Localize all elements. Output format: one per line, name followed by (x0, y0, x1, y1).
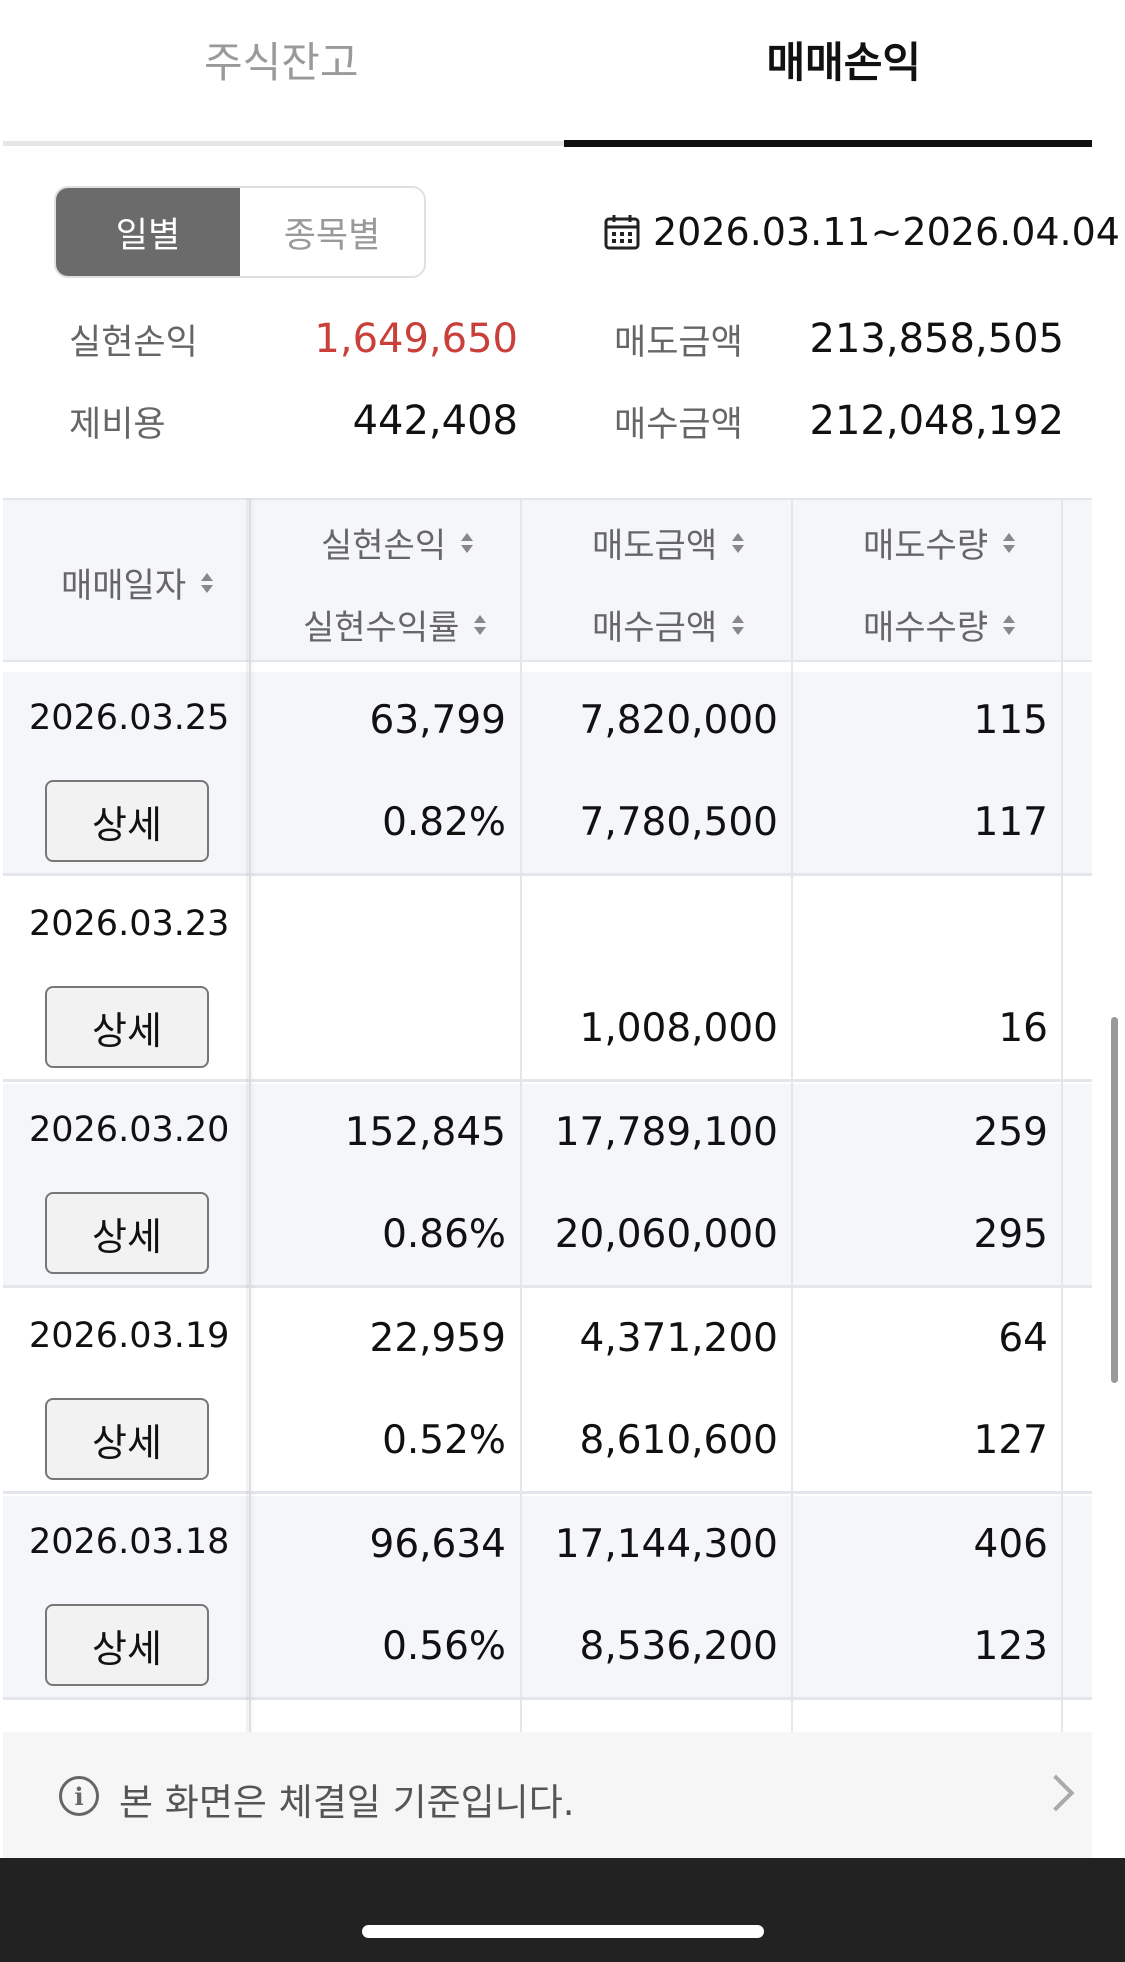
row-date: 2026.03.23 (29, 904, 230, 944)
row-date: 2026.03.20 (29, 1110, 230, 1150)
fees-label: 제비용 (69, 405, 166, 445)
header-sell-amount[interactable]: 매도금액 (592, 518, 745, 567)
row-buy-amount: 1,008,000 (579, 1006, 779, 1051)
column-divider (1061, 498, 1063, 1732)
row-sell-amount: 7,820,000 (579, 698, 779, 743)
table-row: 2026.03.25 상세 63,799 0.82% 7,820,000 7,7… (3, 672, 1092, 876)
row-buy-qty: 16 (998, 1006, 1048, 1051)
date-range-text: 2026.03.11~2026.04.04 (653, 210, 1120, 254)
sort-icon (473, 614, 487, 636)
table-row: 2026.03.18 상세 96,634 0.56% 17,144,300 8,… (3, 1496, 1092, 1700)
sort-icon (1002, 614, 1016, 636)
row-buy-qty: 123 (973, 1624, 1048, 1669)
notice-bar[interactable]: i 본 화면은 체결일 기준입니다. (3, 1732, 1092, 1858)
home-indicator[interactable] (362, 1925, 764, 1938)
row-buy-qty: 127 (973, 1418, 1048, 1463)
header-date[interactable]: 매매일자 (61, 558, 214, 607)
detail-button[interactable]: 상세 (45, 1604, 209, 1686)
tab-divider (3, 141, 1092, 146)
tab-stock-balance[interactable]: 주식잔고 (203, 37, 359, 87)
buy-amount-label: 매수금액 (614, 405, 743, 445)
row-sell-amount: 17,144,300 (554, 1522, 778, 1567)
detail-button[interactable]: 상세 (45, 780, 209, 862)
system-nav-bar (0, 1858, 1125, 1962)
frozen-column-shadow (246, 498, 256, 1732)
table-row: 2026.03.23 상세 1,008,000 16 (3, 878, 1092, 1082)
chevron-right-icon (1037, 1774, 1075, 1812)
sort-icon (200, 572, 214, 594)
row-realized-rate: 0.82% (382, 800, 506, 845)
row-sell-amount: 4,371,200 (579, 1316, 779, 1361)
table-row: 2026.03.20 상세 152,845 0.86% 17,789,100 2… (3, 1084, 1092, 1288)
row-buy-amount: 8,610,600 (579, 1418, 779, 1463)
column-divider (791, 498, 793, 1732)
detail-button[interactable]: 상세 (45, 986, 209, 1068)
row-realized-rate: 0.86% (382, 1212, 506, 1257)
column-divider (249, 498, 251, 1732)
tab-trading-pl[interactable]: 매매손익 (766, 37, 922, 87)
tab-bar: 주식잔고 매매손익 (0, 0, 1125, 148)
row-realized-pl: 22,959 (369, 1316, 506, 1361)
row-sell-qty: 406 (973, 1522, 1048, 1567)
row-realized-rate: 0.52% (382, 1418, 506, 1463)
buy-amount-value: 212,048,192 (809, 398, 1064, 444)
calendar-icon (604, 215, 640, 250)
sort-icon (731, 614, 745, 636)
header-buy-amount[interactable]: 매수금액 (592, 600, 745, 649)
row-realized-pl: 63,799 (369, 698, 506, 743)
row-buy-amount: 8,536,200 (579, 1624, 779, 1669)
table-header: 매매일자 실현손익 실현수익률 매도금액 매수금액 매도수량 매수수량 (3, 498, 1092, 662)
sell-amount-value: 213,858,505 (809, 316, 1064, 362)
row-sell-qty: 64 (998, 1316, 1048, 1361)
segment-daily-button[interactable]: 일별 (56, 188, 240, 276)
header-realized-pl[interactable]: 실현손익 (321, 518, 474, 567)
sort-icon (1002, 532, 1016, 554)
active-tab-indicator (564, 140, 1092, 147)
detail-button[interactable]: 상세 (45, 1192, 209, 1274)
sell-amount-label: 매도금액 (614, 323, 743, 363)
column-divider (520, 498, 522, 1732)
row-sell-amount: 17,789,100 (554, 1110, 778, 1155)
table-row: 2026.03.19 상세 22,959 0.52% 4,371,200 8,6… (3, 1290, 1092, 1494)
vertical-scrollbar[interactable] (1111, 1017, 1118, 1383)
row-date: 2026.03.18 (29, 1522, 230, 1562)
header-sell-qty[interactable]: 매도수량 (863, 518, 1016, 567)
info-icon: i (59, 1776, 99, 1816)
sort-icon (460, 532, 474, 554)
notice-text: 본 화면은 체결일 기준입니다. (119, 1781, 575, 1824)
realized-pl-label: 실현손익 (69, 323, 198, 363)
detail-button[interactable]: 상세 (45, 1398, 209, 1480)
row-sell-qty: 115 (973, 698, 1048, 743)
row-date: 2026.03.25 (29, 698, 230, 738)
header-buy-qty[interactable]: 매수수량 (863, 600, 1016, 649)
row-buy-amount: 20,060,000 (554, 1212, 778, 1257)
row-sell-qty: 259 (973, 1110, 1048, 1155)
realized-pl-value: 1,649,650 (314, 316, 518, 362)
sort-icon (731, 532, 745, 554)
period-segment: 일별 종목별 (54, 186, 426, 278)
header-realized-rate[interactable]: 실현수익률 (303, 600, 487, 649)
fees-value: 442,408 (352, 398, 518, 444)
row-buy-qty: 117 (973, 800, 1048, 845)
row-buy-amount: 7,780,500 (579, 800, 779, 845)
row-realized-pl: 152,845 (344, 1110, 506, 1155)
row-realized-rate: 0.56% (382, 1624, 506, 1669)
row-buy-qty: 295 (973, 1212, 1048, 1257)
date-range-picker[interactable]: 2026.03.11~2026.04.04 (603, 204, 1120, 260)
row-realized-pl: 96,634 (369, 1522, 506, 1567)
row-date: 2026.03.19 (29, 1316, 230, 1356)
segment-by-stock-button[interactable]: 종목별 (240, 188, 424, 276)
